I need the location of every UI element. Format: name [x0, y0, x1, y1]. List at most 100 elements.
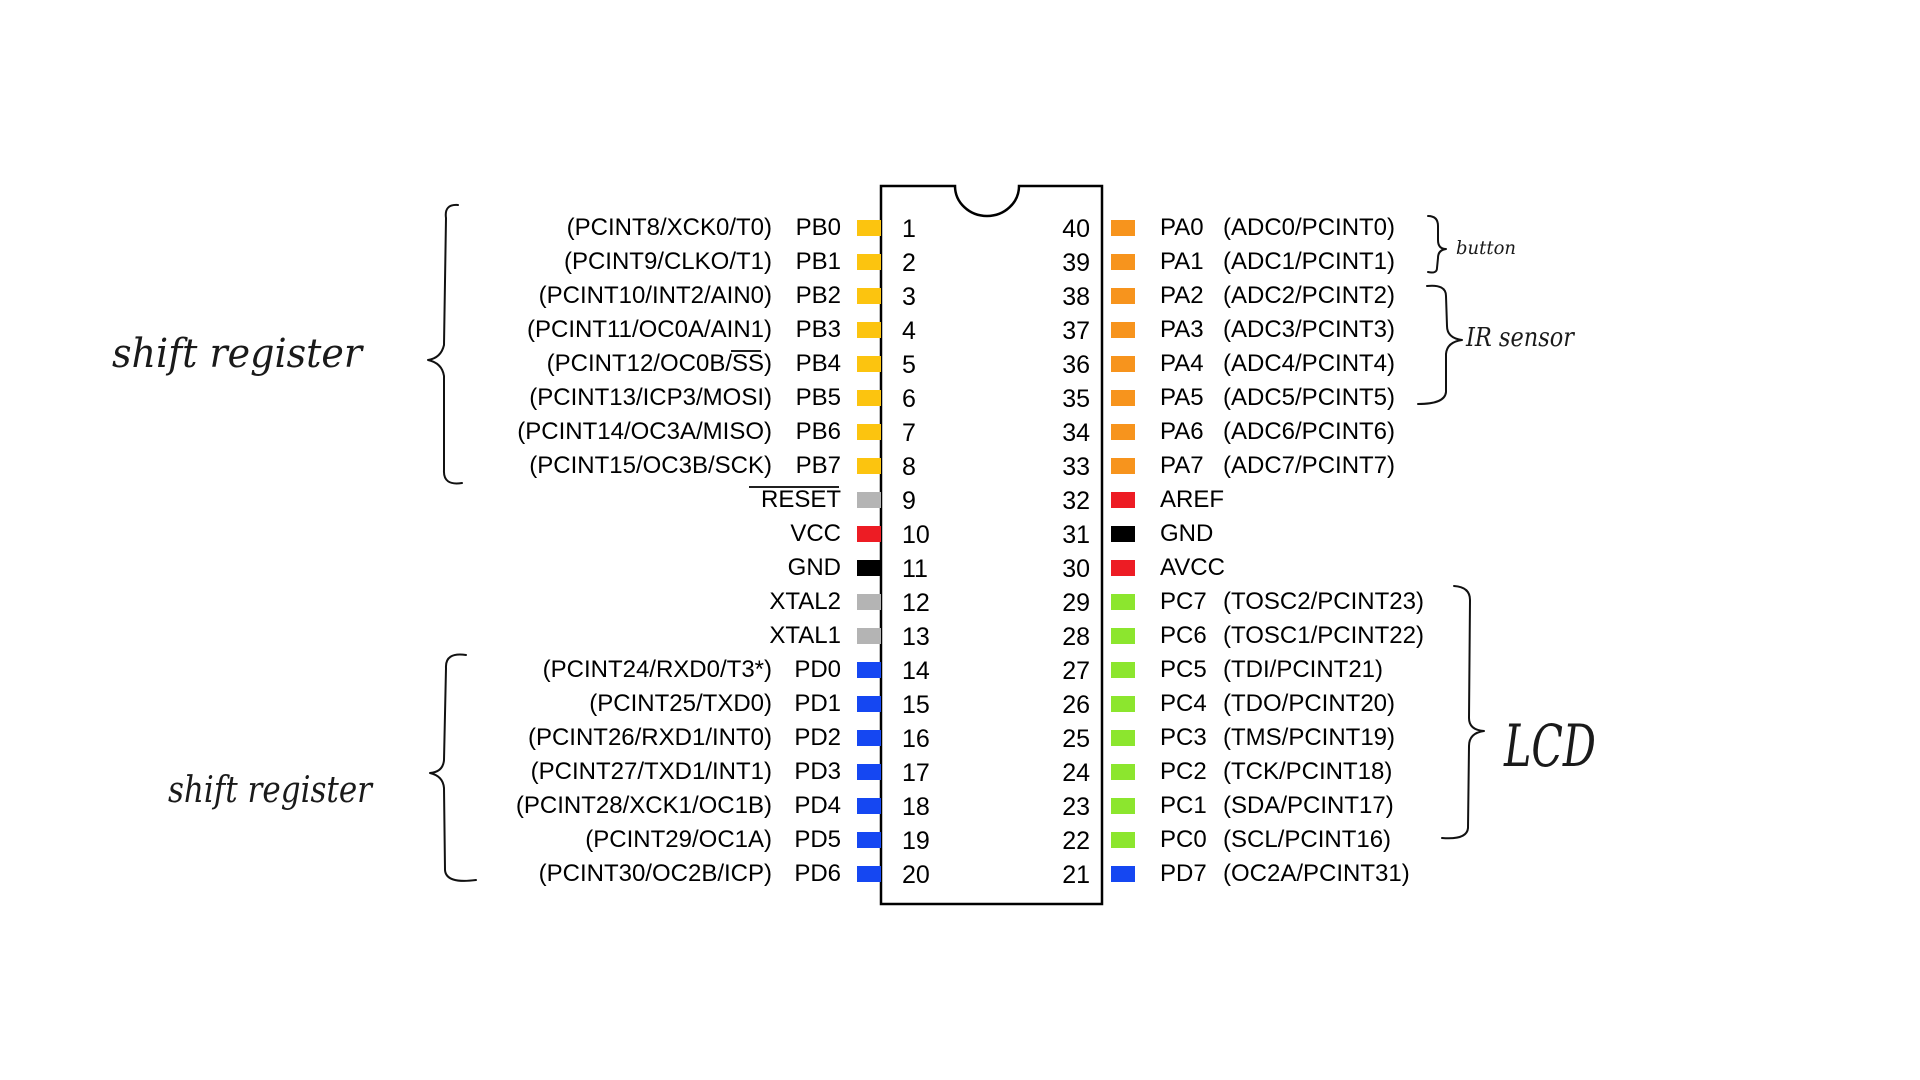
- pin-number: 23: [1062, 793, 1090, 821]
- pin-name: PB0: [796, 214, 841, 241]
- pin-number: 6: [902, 385, 916, 413]
- pin-number: 32: [1062, 487, 1090, 515]
- pin-row-11: 11 GND: [788, 554, 928, 583]
- pin-alt-functions: (PCINT12/OC0B/SS): [547, 350, 772, 377]
- pin-row-12: 12 XTAL2: [769, 588, 929, 617]
- pin-row-26: 26 PC4 (TDO/PCINT20): [1062, 690, 1395, 719]
- pin-alt-functions: (PCINT13/ICP3/MOSI): [529, 384, 772, 411]
- pin-alt-functions: (PCINT30/OC2B/ICP): [539, 860, 772, 887]
- pin-number: 31: [1062, 521, 1090, 549]
- pin-row-27: 27 PC5 (TDI/PCINT21): [1062, 656, 1383, 685]
- pin-name: PA5: [1160, 384, 1204, 411]
- pin-number: 34: [1062, 419, 1090, 447]
- pin-swatch: [1111, 390, 1135, 406]
- pin-number: 2: [902, 249, 916, 277]
- annotation-button: button: [1456, 237, 1516, 259]
- left-pin-column: 1 PB0 (PCINT8/XCK0/T0) 2 PB1 (PCINT9/CLKO/T1)…: [516, 214, 930, 889]
- brace-top-left: [427, 203, 463, 485]
- pin-number: 38: [1062, 283, 1090, 311]
- pin-name: PB7: [796, 452, 841, 479]
- pin-number: 29: [1062, 589, 1090, 617]
- pin-number: 12: [902, 589, 930, 617]
- pin-alt-functions: (ADC7/PCINT7): [1223, 452, 1395, 479]
- pin-swatch: [1111, 458, 1135, 474]
- pin-row-36: 36 PA4 (ADC4/PCINT4): [1062, 350, 1395, 379]
- pin-alt-functions: (PCINT14/OC3A/MISO): [517, 418, 772, 445]
- pin-row-30: 30 AVCC: [1062, 554, 1225, 583]
- pin-alt-functions: (PCINT8/XCK0/T0): [567, 214, 772, 241]
- pin-number: 8: [902, 453, 916, 481]
- pin-alt-functions: (OC2A/PCINT31): [1223, 860, 1410, 887]
- pin-alt-functions: (PCINT25/TXD0): [589, 690, 772, 717]
- pin-swatch: [857, 866, 881, 882]
- annotation-lcd: LCD: [1503, 712, 1596, 780]
- pin-row-34: 34 PA6 (ADC6/PCINT6): [1062, 418, 1395, 447]
- pin-name: PC4: [1160, 690, 1207, 717]
- pin-alt-functions: (TOSC2/PCINT23): [1223, 588, 1424, 615]
- pin-alt-functions: (TDO/PCINT20): [1223, 690, 1395, 717]
- pin-row-8: 8 PB7 (PCINT15/OC3B/SCK): [529, 452, 916, 481]
- pin-row-32: 32 AREF: [1062, 486, 1224, 515]
- pin-name: PA7: [1160, 452, 1204, 479]
- chip-body: [879, 184, 1104, 906]
- pin-row-33: 33 PA7 (ADC7/PCINT7): [1062, 452, 1395, 481]
- pin-number: 30: [1062, 555, 1090, 583]
- pin-row-3: 3 PB2 (PCINT10/INT2/AIN0): [539, 282, 916, 311]
- pin-swatch: [1111, 356, 1135, 372]
- pin-swatch: [1111, 594, 1135, 610]
- pin-name: PD1: [794, 690, 841, 717]
- pin-name: PB6: [796, 418, 841, 445]
- pin-number: 7: [902, 419, 916, 447]
- pin-swatch: [1111, 798, 1135, 814]
- pin-number: 39: [1062, 249, 1090, 277]
- pin-name: PD5: [794, 826, 841, 853]
- pin-swatch: [857, 832, 881, 848]
- pin-row-4: 4 PB3 (PCINT11/OC0A/AIN1): [527, 316, 916, 345]
- pin-name: PD2: [794, 724, 841, 751]
- pin-row-39: 39 PA1 (ADC1/PCINT1): [1062, 248, 1395, 277]
- pin-number: 21: [1062, 861, 1090, 889]
- brace-bottom-left: [429, 653, 477, 882]
- pin-swatch: [857, 594, 881, 610]
- pin-number: 16: [902, 725, 930, 753]
- pin-number: 4: [902, 317, 916, 345]
- pin-number: 28: [1062, 623, 1090, 651]
- pin-number: 24: [1062, 759, 1090, 787]
- pin-alt-functions: (ADC3/PCINT3): [1223, 316, 1395, 343]
- pin-name: PB4: [796, 350, 841, 377]
- pin-name: PD6: [794, 860, 841, 887]
- pin-swatch: [1111, 560, 1135, 576]
- pin-name: PB2: [796, 282, 841, 309]
- pin-number: 20: [902, 861, 930, 889]
- pin-row-2: 2 PB1 (PCINT9/CLKO/T1): [564, 248, 916, 277]
- pin-swatch: [857, 254, 881, 270]
- pin-swatch: [857, 526, 881, 542]
- pin-number: 9: [902, 487, 916, 515]
- pin-swatch: [857, 424, 881, 440]
- pin-swatch: [1111, 764, 1135, 780]
- pin-swatch: [857, 322, 881, 338]
- pin-alt-functions: (ADC4/PCINT4): [1223, 350, 1395, 377]
- pin-number: 25: [1062, 725, 1090, 753]
- pin-alt-functions: (PCINT15/OC3B/SCK): [529, 452, 772, 479]
- pin-swatch: [1111, 322, 1135, 338]
- pin-row-7: 7 PB6 (PCINT14/OC3A/MISO): [517, 418, 916, 447]
- pin-number: 14: [902, 657, 930, 685]
- pin-name: PC7: [1160, 588, 1207, 615]
- annotation-ir-sensor: IR sensor: [1465, 323, 1575, 353]
- pin-number: 37: [1062, 317, 1090, 345]
- pin-row-10: 10 VCC: [790, 520, 929, 549]
- pin-swatch: [857, 390, 881, 406]
- pin-swatch: [857, 220, 881, 236]
- pin-alt-functions: (SDA/PCINT17): [1223, 792, 1394, 819]
- pin-number: 1: [902, 215, 916, 243]
- pin-swatch: [857, 798, 881, 814]
- pin-alt-functions: (ADC5/PCINT5): [1223, 384, 1395, 411]
- pin-number: 17: [902, 759, 930, 787]
- pin-swatch: [857, 458, 881, 474]
- pin-number: 26: [1062, 691, 1090, 719]
- pin-alt-functions: (SCL/PCINT16): [1223, 826, 1391, 853]
- pin-name: VCC: [790, 520, 841, 547]
- pin-swatch: [1111, 424, 1135, 440]
